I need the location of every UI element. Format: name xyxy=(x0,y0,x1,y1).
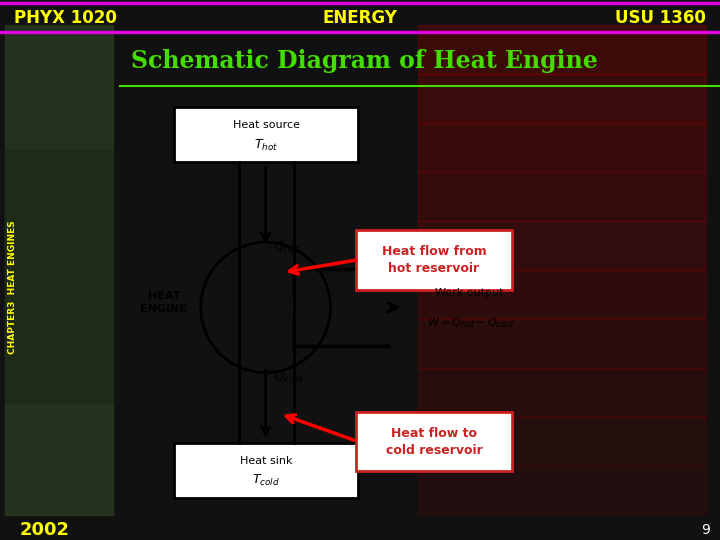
Text: Heat sink: Heat sink xyxy=(240,456,292,466)
Text: $W = Q_{hot} - Q_{cold}$: $W = Q_{hot} - Q_{cold}$ xyxy=(427,316,514,330)
Bar xyxy=(174,443,359,498)
Text: $T_{cold}$: $T_{cold}$ xyxy=(252,474,280,489)
Text: PHYX 1020: PHYX 1020 xyxy=(14,9,117,26)
Text: 9: 9 xyxy=(701,523,710,537)
Text: Heat source: Heat source xyxy=(233,120,300,130)
Text: USU 1360: USU 1360 xyxy=(615,9,706,26)
Text: Heat flow to
cold reservoir: Heat flow to cold reservoir xyxy=(386,427,482,456)
Text: Work output: Work output xyxy=(435,288,503,298)
Text: HEAT
ENGINE: HEAT ENGINE xyxy=(140,291,187,314)
Text: $T_{hot}$: $T_{hot}$ xyxy=(254,137,278,152)
Text: $Q_{cold}$: $Q_{cold}$ xyxy=(274,370,304,385)
Text: Schematic Diagram of Heat Engine: Schematic Diagram of Heat Engine xyxy=(131,49,598,72)
Text: ENERGY: ENERGY xyxy=(323,9,397,26)
Bar xyxy=(174,107,359,162)
Text: 2002: 2002 xyxy=(20,521,70,539)
FancyBboxPatch shape xyxy=(356,412,512,471)
Text: Heat flow from
hot reservoir: Heat flow from hot reservoir xyxy=(382,245,487,275)
FancyBboxPatch shape xyxy=(356,230,512,289)
Text: $Q_{hot}$: $Q_{hot}$ xyxy=(274,240,300,255)
Text: CHAPTER3  HEAT ENGINES: CHAPTER3 HEAT ENGINES xyxy=(8,221,17,354)
